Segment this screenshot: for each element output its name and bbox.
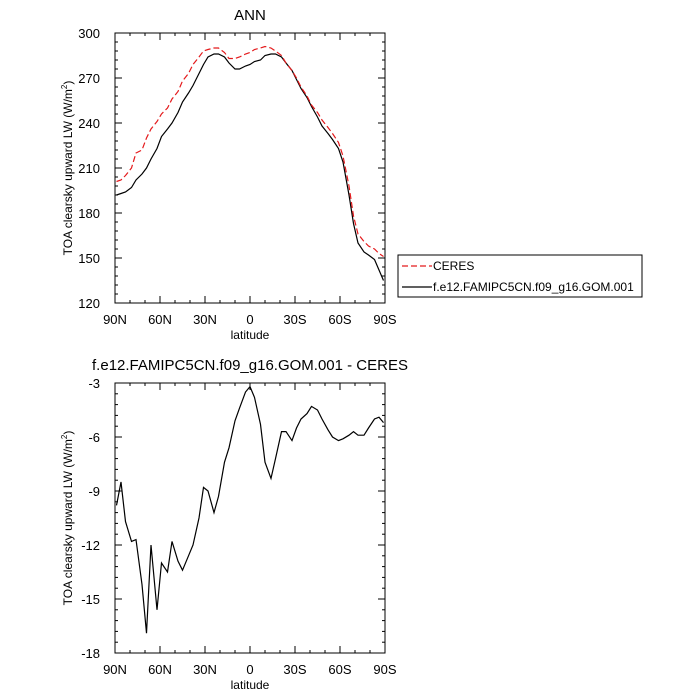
y-axis-label: TOA clearsky upward LW (W/m2): [60, 431, 75, 606]
legend-box: [397, 254, 643, 298]
y-tick-label: -18: [81, 646, 100, 661]
y-tick-label: -3: [88, 376, 100, 391]
y-tick-label: 150: [78, 251, 100, 266]
y-tick-label: 240: [78, 116, 100, 131]
plot-frame: [114, 382, 386, 654]
y-tick-label: -15: [81, 592, 100, 607]
legend-label: f.e12.FAMIPC5CN.f09_g16.GOM.001: [433, 280, 634, 294]
y-tick-label: 300: [78, 26, 100, 41]
y-tick-label: -12: [81, 538, 100, 553]
x-tick-label: 90S: [373, 312, 396, 327]
chart-panel-2: f.e12.FAMIPC5CN.f09_g16.GOM.001 - CERES 9…: [81, 357, 408, 692]
x-tick-label: 90N: [103, 662, 127, 677]
x-tick-label: 90N: [103, 312, 127, 327]
x-tick-label: 0: [246, 312, 253, 327]
y-tick-label: -9: [88, 484, 100, 499]
chart-title: f.e12.FAMIPC5CN.f09_g16.GOM.001 - CERES: [92, 357, 408, 374]
legend: CERES f.e12.FAMIPC5CN.f09_g16.GOM.001: [397, 254, 643, 298]
x-tick-label: 30S: [283, 662, 306, 677]
series-line-f-e12-famipc5cn-f09-g16-gom-001: [116, 53, 385, 281]
x-axis-label: latitude: [231, 678, 270, 692]
legend-label: CERES: [433, 259, 474, 273]
x-tick-label: 60S: [328, 312, 351, 327]
x-tick-label: 30S: [283, 312, 306, 327]
y-tick-label: 210: [78, 161, 100, 176]
y-axis-label: TOA clearsky upward LW (W/m2): [60, 81, 75, 256]
y-tick-label: 270: [78, 71, 100, 86]
x-tick-label: 60N: [148, 312, 172, 327]
x-tick-label: 60S: [328, 662, 351, 677]
y-tick-label: 120: [78, 296, 100, 311]
x-tick-label: 30N: [193, 312, 217, 327]
chart-panel-1: ANN 90N 60N 30N 0 30S 60S 90S 120 150 180 210 240 270…: [78, 7, 643, 342]
x-tick-label: 60N: [148, 662, 172, 677]
series-line-ceres: [116, 45, 384, 257]
y-tick-label: -6: [88, 430, 100, 445]
chart-title: ANN: [234, 7, 266, 24]
x-tick-label: 0: [246, 662, 253, 677]
y-tick-label: 180: [78, 206, 100, 221]
x-axis-label: latitude: [231, 328, 270, 342]
x-tick-label: 90S: [373, 662, 396, 677]
x-tick-label: 30N: [193, 662, 217, 677]
series-line-difference: [115, 385, 384, 634]
